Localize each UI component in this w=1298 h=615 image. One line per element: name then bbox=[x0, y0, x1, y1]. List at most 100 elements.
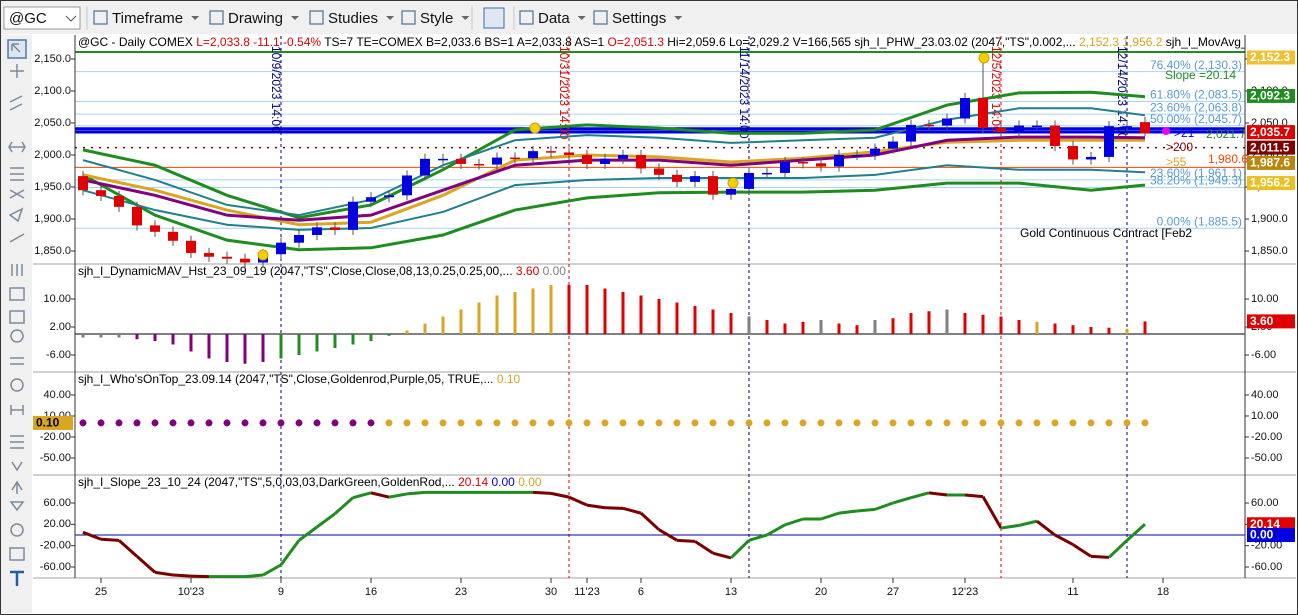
y-tick-label: 1,850.0 bbox=[1251, 245, 1288, 257]
dot bbox=[637, 419, 645, 427]
hist-bar bbox=[657, 298, 661, 334]
hist-bar bbox=[1053, 323, 1057, 334]
slope-segment bbox=[712, 551, 732, 560]
value-label-bg bbox=[1247, 176, 1295, 191]
dot bbox=[1141, 419, 1149, 427]
hist-bar bbox=[297, 333, 301, 355]
x-tick-label: 9 bbox=[278, 586, 284, 598]
slope-segment bbox=[532, 490, 552, 495]
dropdown-icon bbox=[386, 16, 395, 20]
fib-label: 50.00% (2,045.7) bbox=[1150, 112, 1242, 126]
value-label: 0.10 bbox=[36, 416, 60, 430]
x-tick-label: 18 bbox=[1157, 586, 1169, 598]
x-tick-label: 6 bbox=[638, 586, 644, 598]
slope-segment bbox=[874, 501, 894, 511]
candle-body bbox=[221, 256, 232, 259]
dot bbox=[385, 419, 393, 427]
candle-body bbox=[527, 151, 538, 159]
hist-bar bbox=[567, 284, 571, 334]
candle-body bbox=[977, 98, 988, 129]
fib-label: 76.40% (2,130.3) bbox=[1150, 58, 1242, 72]
x-tick-label: 25 bbox=[95, 586, 107, 598]
value-label: 2,011.5 bbox=[1250, 140, 1290, 154]
hist-bar bbox=[459, 309, 463, 334]
y-tick-label-left: -20.00 bbox=[40, 431, 71, 443]
x-tick-label: 27 bbox=[887, 586, 899, 598]
toolbar-item[interactable]: Drawing bbox=[228, 10, 283, 27]
hist-bar bbox=[243, 333, 247, 364]
ma21-marker bbox=[1162, 127, 1170, 135]
candle-body bbox=[149, 225, 160, 232]
header-part: L=2,033.8 -11.1 -0.54% bbox=[196, 35, 324, 49]
hist-bar bbox=[315, 333, 319, 352]
candle-body bbox=[1049, 125, 1060, 147]
candle-body bbox=[167, 231, 178, 241]
dot bbox=[619, 419, 627, 427]
symbol[interactable]: @GC bbox=[9, 10, 47, 27]
dot bbox=[403, 419, 411, 427]
candle-body bbox=[887, 141, 898, 149]
y-tick-label-left: 1,950.0 bbox=[34, 181, 71, 193]
x-tick-label: 20 bbox=[815, 586, 827, 598]
fib-label: 23.60% (2,063.8) bbox=[1150, 100, 1242, 114]
hist-bar bbox=[153, 333, 157, 341]
slope-segment bbox=[135, 555, 156, 574]
y-tick-label-left: -50.00 bbox=[40, 452, 71, 464]
candle-body bbox=[635, 154, 646, 169]
hist-bar bbox=[783, 323, 787, 334]
hist-bar bbox=[927, 311, 931, 334]
candle-body bbox=[347, 201, 358, 230]
ma21-value: 2,021.7 bbox=[1206, 127, 1246, 141]
slope-segment bbox=[154, 570, 174, 577]
dot bbox=[439, 419, 447, 427]
dot bbox=[79, 419, 87, 427]
dot bbox=[673, 419, 681, 427]
candle-body bbox=[113, 195, 124, 207]
toolbar-item[interactable]: Data bbox=[538, 10, 570, 27]
dot bbox=[313, 419, 321, 427]
slope-segment bbox=[820, 511, 840, 521]
value-label-bg bbox=[1247, 528, 1295, 543]
dot bbox=[295, 419, 303, 427]
candle-body bbox=[833, 154, 844, 167]
toolbar-item[interactable]: Settings bbox=[612, 10, 666, 27]
y-tick-label-left: 2,150.0 bbox=[34, 53, 71, 65]
hist-bar bbox=[1125, 328, 1129, 334]
dropdown-icon bbox=[674, 16, 683, 20]
y-tick-label: -20.00 bbox=[1251, 431, 1282, 443]
hist-bar bbox=[135, 333, 139, 340]
dot bbox=[691, 419, 699, 427]
candle-body bbox=[311, 227, 322, 236]
hist-bar bbox=[603, 288, 607, 334]
toolbar-item[interactable]: Style bbox=[420, 10, 453, 27]
candle-body bbox=[329, 227, 340, 230]
value-label: 0.00 bbox=[1250, 528, 1274, 542]
slope-segment bbox=[838, 509, 858, 515]
hist-bar bbox=[711, 309, 715, 334]
y-tick-label: 10.00 bbox=[1251, 410, 1279, 422]
slope-segment bbox=[333, 496, 354, 515]
hist-bar bbox=[171, 333, 175, 345]
symbol-box[interactable] bbox=[3, 6, 81, 30]
candle-body bbox=[1139, 122, 1150, 134]
toolbar-item[interactable]: Studies bbox=[328, 10, 378, 27]
dot bbox=[763, 419, 771, 427]
toolbar-item[interactable]: Timeframe bbox=[112, 10, 183, 27]
slope-segment bbox=[964, 493, 984, 499]
slope-segment bbox=[910, 491, 930, 500]
fib-label: 38.20% (1,949.3) bbox=[1150, 174, 1242, 188]
dot bbox=[97, 419, 105, 427]
y-tick-label: -20.00 bbox=[1251, 540, 1282, 552]
dot bbox=[1105, 419, 1113, 427]
time-line-label: 10/9/2023 14:00 bbox=[269, 46, 283, 133]
y-tick-label-left: 60.00 bbox=[43, 497, 71, 509]
candle-body bbox=[455, 158, 466, 164]
y-tick-label-left: 2,100.0 bbox=[34, 85, 71, 97]
candle-body bbox=[1067, 146, 1078, 160]
toolbar-icon bbox=[93, 10, 108, 25]
candle-body bbox=[131, 206, 142, 226]
candle-body bbox=[959, 98, 970, 119]
slope-segment bbox=[406, 490, 426, 496]
hist-bar bbox=[855, 325, 859, 334]
header-part: 20.14 bbox=[458, 475, 491, 489]
